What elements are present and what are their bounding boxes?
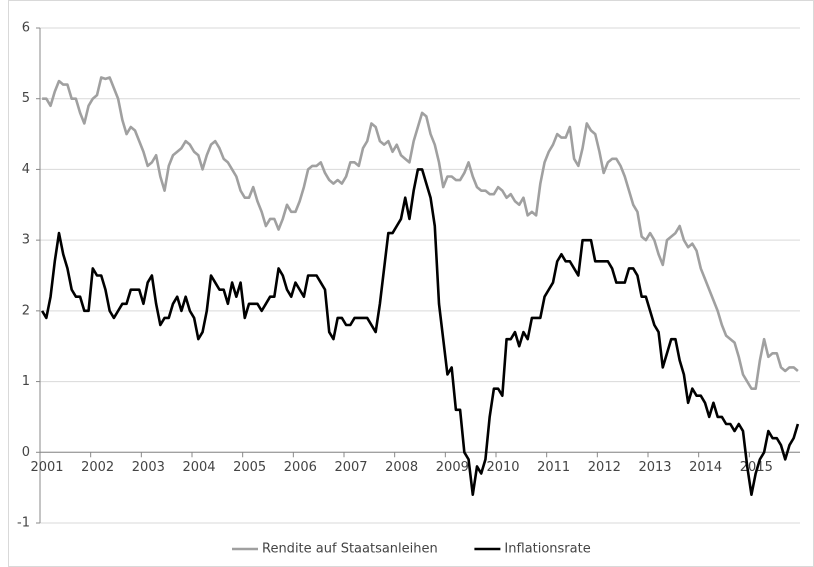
x-tick-label: 2002 <box>81 460 114 475</box>
x-tick-label: 2012 <box>588 460 621 475</box>
y-tick-label: 3 <box>22 233 30 248</box>
y-tick-label: -1 <box>17 516 30 531</box>
x-tick-label: 2005 <box>233 460 266 475</box>
legend-label: Rendite auf Staatsanleihen <box>262 542 438 557</box>
series-line <box>42 76 799 390</box>
x-tick-label: 2014 <box>689 460 722 475</box>
x-tick-label: 2009 <box>436 460 469 475</box>
x-tick-label: 2008 <box>385 460 418 475</box>
y-tick-label: 2 <box>22 303 30 318</box>
chart-frame <box>8 0 814 567</box>
x-tick-label: 2013 <box>638 460 671 475</box>
x-tick-label: 2004 <box>182 460 215 475</box>
x-tick-label: 2010 <box>486 460 519 475</box>
x-tick-label: 2006 <box>284 460 317 475</box>
y-tick-label: 6 <box>22 21 30 36</box>
series-line <box>40 168 800 497</box>
x-tick-label: 2007 <box>334 460 367 475</box>
x-tick-label: 2001 <box>30 460 63 475</box>
legend-label: Inflationsrate <box>504 542 590 557</box>
y-tick-label: 1 <box>22 374 30 389</box>
y-tick-label: 4 <box>22 162 30 177</box>
y-tick-label: 5 <box>22 91 30 106</box>
y-tick-label: 0 <box>22 445 30 460</box>
x-tick-label: 2003 <box>132 460 165 475</box>
x-tick-label: 2011 <box>537 460 570 475</box>
